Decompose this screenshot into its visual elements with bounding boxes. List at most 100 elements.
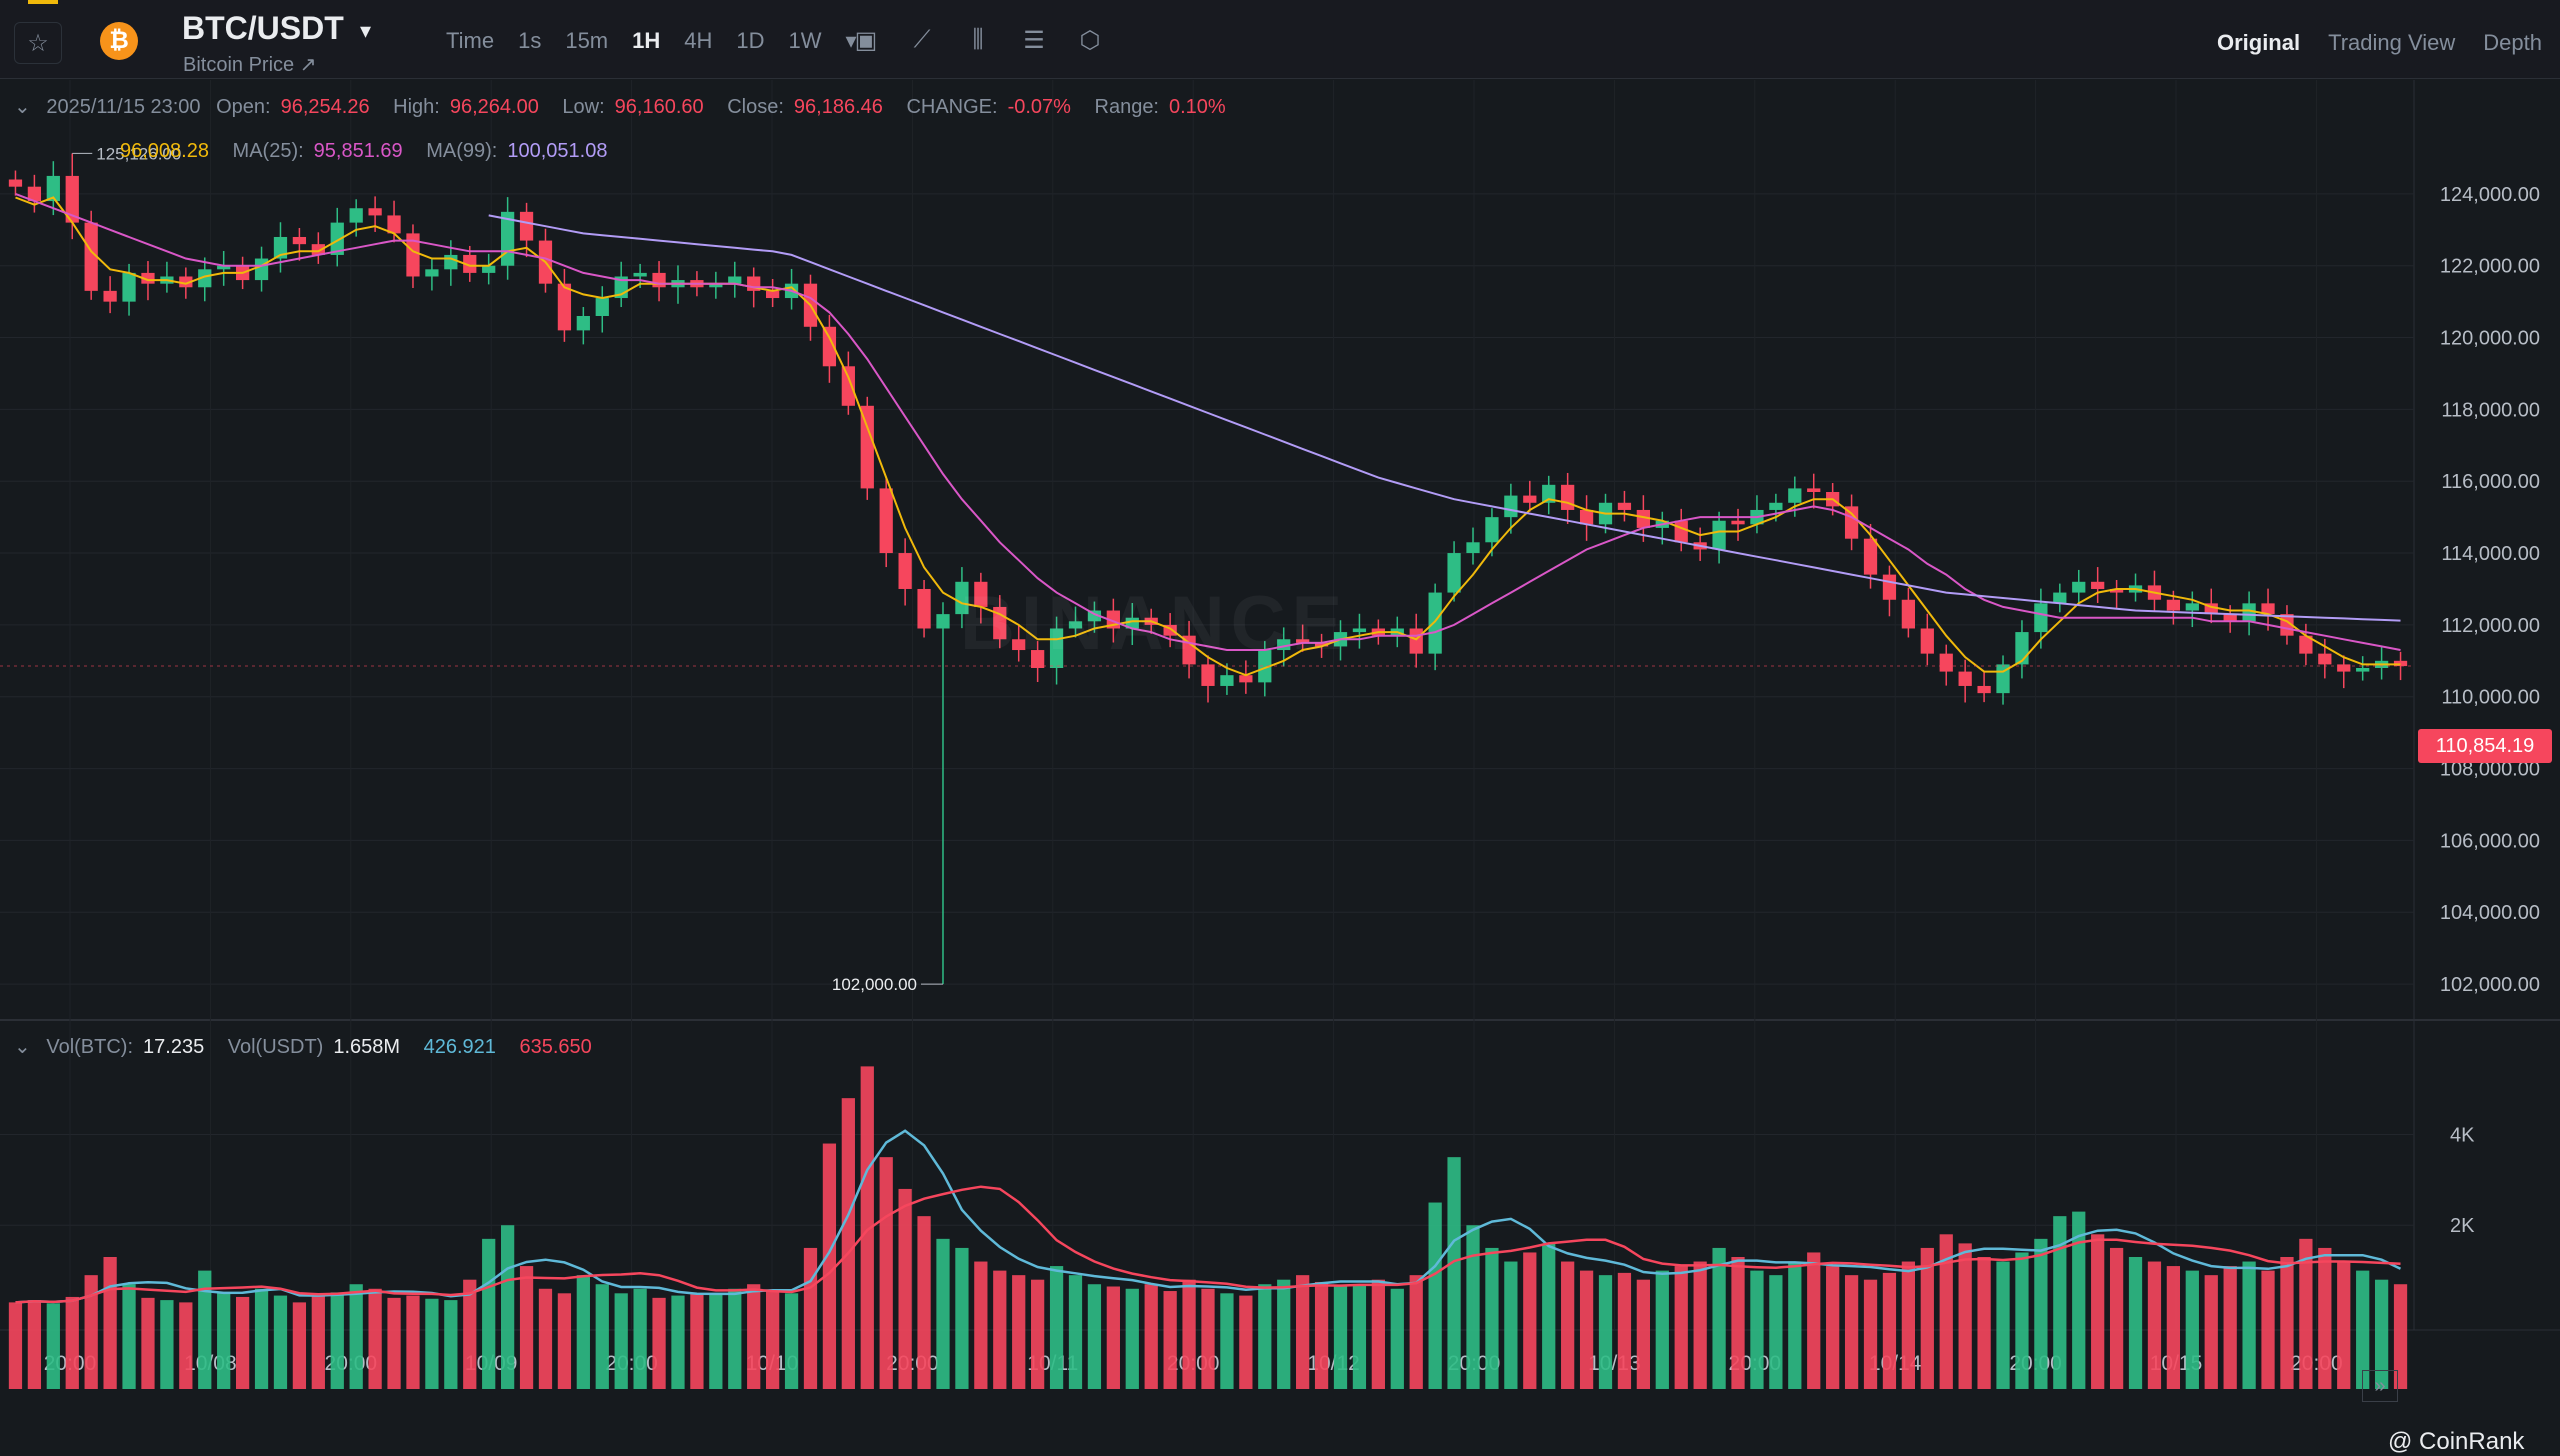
candle-body-9 <box>179 276 193 288</box>
candle-body-101 <box>1920 628 1934 654</box>
vol-tick-0: 4K <box>2450 1124 2475 1146</box>
volume-bar-5 <box>103 1257 117 1392</box>
timeframe-tab-4[interactable]: 4H <box>684 28 713 53</box>
pair-title[interactable]: BTC/USDT <box>182 10 344 46</box>
volume-bar-78 <box>1485 1247 1499 1392</box>
ma7-value: 96,008.28 <box>120 140 209 162</box>
view-tab-0[interactable]: Original <box>2216 30 2301 55</box>
volume-bar-49 <box>936 1238 950 1392</box>
vol-ma-a-value: 426.921 <box>423 1036 496 1058</box>
volume-bar-26 <box>500 1225 515 1392</box>
favorite-star-icon[interactable]: ☆ <box>14 22 62 64</box>
chart-area[interactable]: 124,000.00 122,000.00 120,000.00 118,000.00… <box>0 80 2560 1455</box>
candle-body-29 <box>557 283 572 331</box>
volume-bar-69 <box>1314 1281 1329 1392</box>
candle-body-21 <box>406 233 420 277</box>
timeframe-tab-1[interactable]: 1s <box>518 28 542 53</box>
candle-body-75 <box>1428 592 1442 654</box>
scroll-right-icon[interactable]: » <box>2362 1370 2398 1402</box>
candle-body-15 <box>292 236 307 245</box>
hexagon-settings-icon[interactable]: ⬡ <box>1079 27 1101 54</box>
volume-bar-3 <box>65 1296 79 1392</box>
volume-bar-103 <box>1958 1243 1972 1392</box>
volume-bar-82 <box>1561 1261 1575 1392</box>
volume-bar-0 <box>8 1302 23 1392</box>
pair-dropdown-icon[interactable]: ▾ <box>360 18 372 43</box>
close-value: 96,186.46 <box>793 96 883 118</box>
candle-body-27 <box>519 211 534 241</box>
vol-btc-label: Vol(BTC): <box>46 1036 134 1058</box>
volume-bar-4 <box>84 1275 98 1392</box>
settings-list-icon[interactable]: ☰ <box>1023 27 1045 54</box>
volume-bar-89 <box>1693 1261 1707 1392</box>
volume-bar-90 <box>1712 1247 1726 1392</box>
candle-body-71 <box>1352 628 1367 633</box>
y-tick-0: 124,000.00 <box>2440 184 2540 206</box>
volume-bar-23 <box>444 1300 458 1392</box>
timeframe-tab-6[interactable]: 1W <box>788 28 822 53</box>
candle-body-50 <box>955 581 969 615</box>
candle-body-118 <box>2242 603 2256 622</box>
candle-body-98 <box>1863 538 1878 575</box>
volume-bar-43 <box>822 1143 837 1392</box>
candlestick-chart[interactable]: 124,000.00 122,000.00 120,000.00 118,000.00… <box>0 80 2560 1392</box>
high-value: 96,264.00 <box>449 96 539 118</box>
volume-bar-16 <box>311 1294 325 1392</box>
candle-body-86 <box>1636 509 1650 528</box>
volume-bar-22 <box>425 1298 439 1392</box>
candle-body-44 <box>841 366 855 406</box>
y-tick-2: 120,000.00 <box>2440 328 2540 350</box>
x-tick-4: 20:00 <box>605 1352 658 1375</box>
candle-body-102 <box>1939 653 1953 672</box>
candle-body-25 <box>482 265 496 273</box>
view-tab-2[interactable]: Depth <box>2483 30 2542 55</box>
candle-body-17 <box>330 222 344 255</box>
volume-bar-76 <box>1447 1157 1461 1392</box>
calendar-icon[interactable]: ▣ <box>854 27 878 54</box>
timeframe-tab-0[interactable]: Time <box>446 28 495 53</box>
candle-body-116 <box>2204 603 2218 615</box>
change-value: -0.07% <box>1007 96 1071 118</box>
volume-bar-31 <box>595 1284 609 1392</box>
volume-bar-28 <box>538 1288 553 1392</box>
timeframe-tab-5[interactable]: 1D <box>736 28 765 53</box>
timeframe-tab-2[interactable]: 15m <box>565 28 609 53</box>
candle-body-82 <box>1561 484 1575 510</box>
top-toolbar: ☆ ₿ BTC/USDT ▾ Bitcoin Price ↗ Time 1s 15m… <box>0 0 2560 79</box>
volume-bar-61 <box>1163 1291 1177 1392</box>
candle-body-59 <box>1125 617 1139 629</box>
volume-bar-62 <box>1182 1279 1196 1392</box>
candle-body-2 <box>46 175 60 202</box>
volume-bar-75 <box>1428 1202 1442 1392</box>
volume-bar-112 <box>2128 1257 2143 1392</box>
pair-subtitle-link[interactable]: Bitcoin Price ↗ <box>183 54 317 76</box>
view-tabs: Original Trading View Depth <box>2189 30 2542 56</box>
volume-bar-20 <box>387 1297 401 1392</box>
candle-body-14 <box>273 236 288 259</box>
timeframe-tab-3[interactable]: 1H <box>632 28 661 53</box>
collapse-icon[interactable]: ⌄ <box>14 96 31 118</box>
indicator-icon[interactable]: ⟋ <box>913 26 931 53</box>
candle-body-91 <box>1731 520 1745 525</box>
vol-collapse-icon[interactable]: ⌄ <box>14 1036 31 1058</box>
candle-type-icon[interactable]: ⫼ <box>972 26 984 53</box>
volume-bar-36 <box>690 1293 704 1392</box>
volume-bar-77 <box>1466 1225 1480 1392</box>
candle-body-19 <box>368 208 382 216</box>
view-tab-1[interactable]: Trading View <box>2328 30 2456 55</box>
volume-bar-122 <box>2318 1247 2332 1392</box>
volume-bar-67 <box>1277 1279 1291 1392</box>
y-tick-8: 108,000.00 <box>2440 759 2540 781</box>
coinrank-watermark: @ CoinRank <box>2388 1428 2525 1455</box>
candle-body-88 <box>1674 520 1688 543</box>
candle-body-69 <box>1314 642 1329 647</box>
candle-body-76 <box>1447 553 1461 593</box>
more-timeframes-icon[interactable]: ▾ <box>845 28 857 53</box>
candle-body-57 <box>1087 610 1102 622</box>
volume-bar-41 <box>784 1293 799 1392</box>
candle-body-63 <box>1201 664 1215 686</box>
volume-bar-59 <box>1125 1288 1139 1392</box>
volume-bar-111 <box>2109 1247 2124 1392</box>
y-tick-6: 112,000.00 <box>2441 615 2540 637</box>
candle-body-46 <box>879 488 893 554</box>
